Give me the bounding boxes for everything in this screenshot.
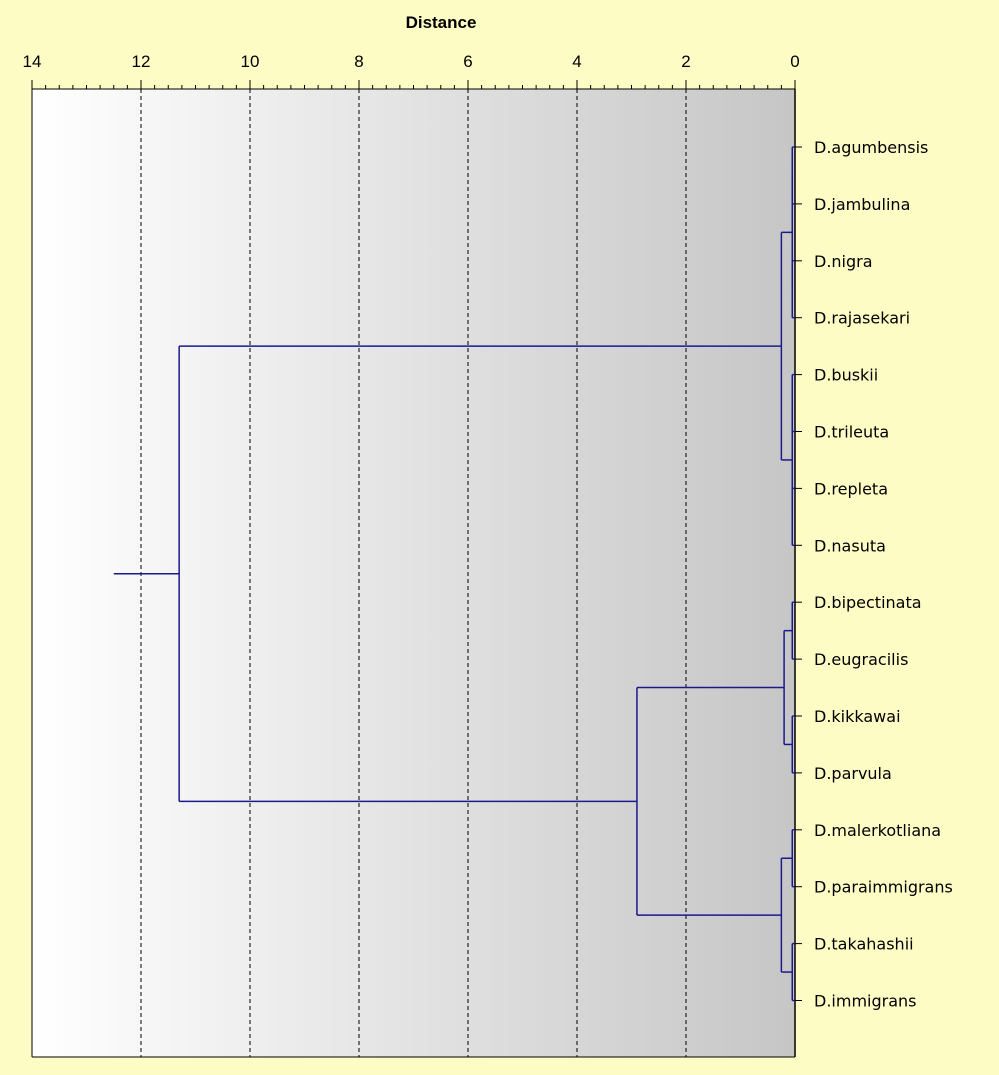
leaf-labels: D.agumbensis D.jambulina D.nigra D.rajaseka…: [814, 138, 953, 1011]
leaf-label: D.parvula: [814, 764, 892, 783]
x-tick-label: 14: [23, 52, 42, 71]
x-tick-label: 4: [572, 52, 581, 71]
grid-lines: [140, 89, 687, 1057]
leaf-ticks: [795, 146, 802, 1001]
x-axis-ticks: [31, 80, 796, 89]
leaf-label: D.paraimmigrans: [814, 878, 953, 897]
x-tick-label: 6: [463, 52, 472, 71]
leaf-label: D.eugracilis: [814, 650, 908, 669]
leaf-label: D.agumbensis: [814, 138, 928, 157]
leaf-label: D.immigrans: [814, 992, 916, 1011]
leaf-label: D.nasuta: [814, 536, 886, 555]
x-tick-label: 0: [790, 52, 799, 71]
leaf-label: D.nigra: [814, 252, 873, 271]
leaf-label: D.takahashii: [814, 935, 914, 954]
x-axis-tick-labels: 14 12 10 8 6 4 2 0: [23, 52, 800, 71]
leaf-label: D.jambulina: [814, 195, 910, 214]
x-axis-title: Distance: [406, 13, 477, 32]
leaf-label: D.repleta: [814, 479, 888, 498]
x-tick-label: 10: [241, 52, 260, 71]
x-tick-label: 8: [354, 52, 363, 71]
leaf-label: D.bipectinata: [814, 593, 922, 612]
x-tick-label: 12: [132, 52, 151, 71]
x-tick-label: 2: [681, 52, 690, 71]
leaf-label: D.buskii: [814, 366, 878, 385]
leaf-label: D.malerkotliana: [814, 821, 941, 840]
leaf-label: D.rajasekari: [814, 309, 910, 328]
leaf-label: D.trileuta: [814, 423, 889, 442]
dendrogram-tree: [113, 146, 795, 1002]
leaf-label: D.kikkawai: [814, 707, 901, 726]
